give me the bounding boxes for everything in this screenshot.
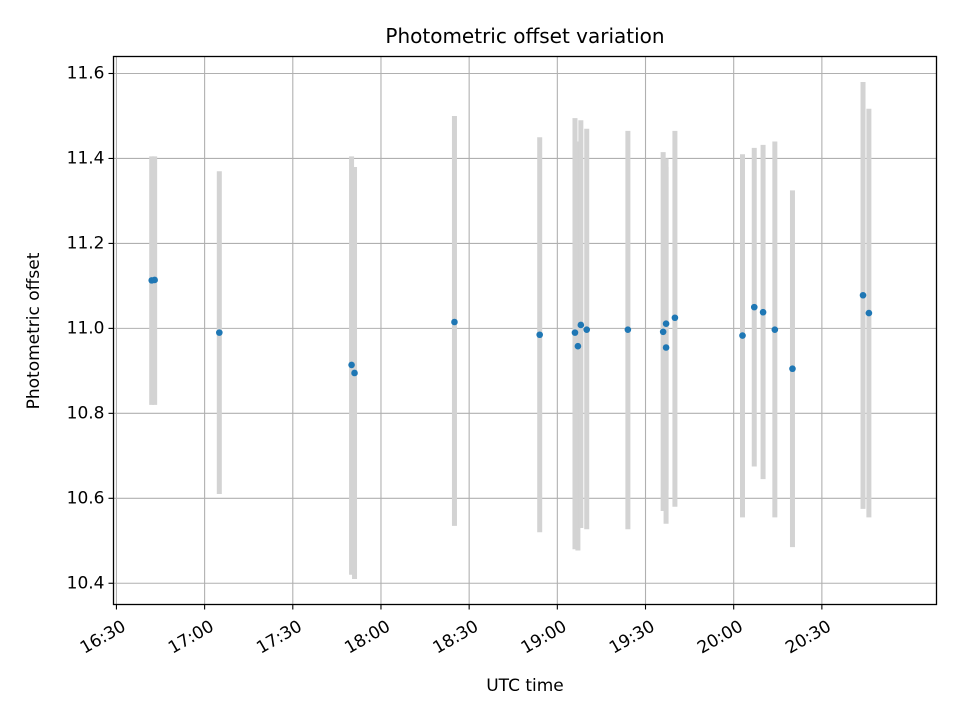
x-tick-label: 19:30 xyxy=(606,617,658,659)
data-point xyxy=(789,365,796,373)
data-point xyxy=(750,303,758,311)
x-tick-label: 16:30 xyxy=(77,617,129,659)
data-point xyxy=(865,309,873,317)
grid xyxy=(113,56,937,605)
x-tick-label: 20:00 xyxy=(694,617,746,659)
data-point xyxy=(574,342,582,350)
data-point xyxy=(451,318,458,326)
x-axis-ticks: 16:30 17:00 17:30 18:00 18:30 19:00 19:30 20:00… xyxy=(77,604,835,659)
data-point xyxy=(571,329,579,336)
x-tick-label: 20:30 xyxy=(782,617,834,659)
data-points xyxy=(148,276,873,377)
data-point xyxy=(671,314,679,322)
x-tick-label: 18:00 xyxy=(341,617,393,659)
data-point xyxy=(348,361,355,369)
y-tick-label: 11.2 xyxy=(67,233,105,253)
x-tick-label: 17:30 xyxy=(253,617,305,659)
data-point xyxy=(583,326,591,333)
y-tick-label: 11.6 xyxy=(67,63,105,83)
x-tick-label: 19:00 xyxy=(518,617,570,659)
data-point xyxy=(662,320,670,328)
y-axis-ticks: 10.4 10.6 10.8 11.0 11.2 11.4 11.6 xyxy=(67,63,114,593)
data-point xyxy=(216,329,223,336)
data-point xyxy=(771,326,779,333)
data-point xyxy=(151,276,158,284)
plot-frame xyxy=(112,55,938,606)
chart-title: Photometric offset variation xyxy=(385,24,664,48)
y-tick-label: 11.0 xyxy=(67,318,105,338)
x-tick-label: 17:00 xyxy=(165,617,217,659)
data-point xyxy=(624,326,632,333)
data-point xyxy=(859,291,867,299)
data-point xyxy=(577,321,585,329)
data-point xyxy=(659,328,667,336)
data-point xyxy=(739,332,746,339)
x-axis-title: UTC time xyxy=(486,676,564,696)
data-point xyxy=(759,308,767,316)
y-tick-label: 10.8 xyxy=(67,403,105,423)
error-bars xyxy=(149,81,872,580)
x-tick-label: 18:30 xyxy=(430,617,482,659)
y-tick-label: 10.6 xyxy=(67,488,105,508)
y-axis-title: Photometric offset xyxy=(24,252,44,409)
y-tick-label: 11.4 xyxy=(67,148,105,168)
data-point xyxy=(662,344,670,351)
data-point xyxy=(536,331,543,339)
y-tick-label: 10.4 xyxy=(67,573,105,593)
data-point xyxy=(351,369,358,377)
